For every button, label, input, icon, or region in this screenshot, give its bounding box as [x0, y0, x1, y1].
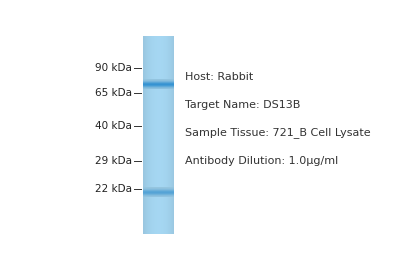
Text: Host: Rabbit: Host: Rabbit	[185, 72, 253, 82]
Text: Antibody Dilution: 1.0μg/ml: Antibody Dilution: 1.0μg/ml	[185, 156, 338, 166]
Text: Sample Tissue: 721_B Cell Lysate: Sample Tissue: 721_B Cell Lysate	[185, 127, 370, 138]
Text: 29 kDa: 29 kDa	[95, 156, 132, 166]
Text: Target Name: DS13B: Target Name: DS13B	[185, 100, 300, 110]
Text: 40 kDa: 40 kDa	[95, 121, 132, 131]
Text: 22 kDa: 22 kDa	[95, 184, 132, 194]
Text: 65 kDa: 65 kDa	[95, 88, 132, 98]
Text: 90 kDa: 90 kDa	[95, 63, 132, 73]
